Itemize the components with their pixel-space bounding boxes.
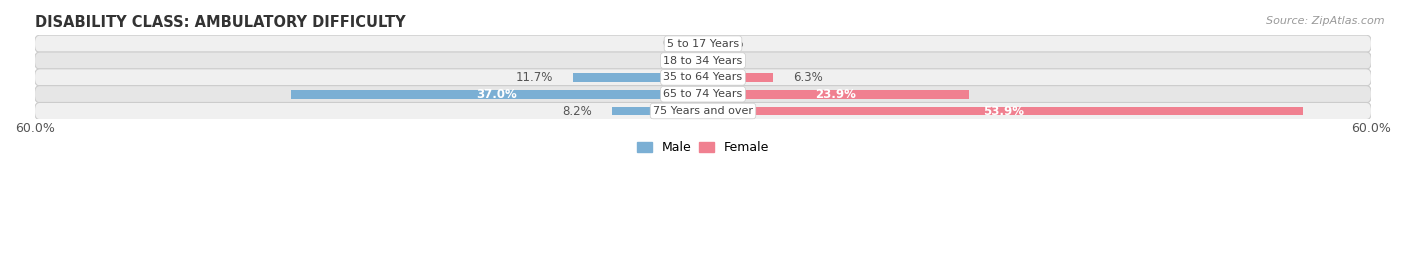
Text: DISABILITY CLASS: AMBULATORY DIFFICULTY: DISABILITY CLASS: AMBULATORY DIFFICULTY [35, 15, 405, 30]
Text: 65 to 74 Years: 65 to 74 Years [664, 89, 742, 99]
Bar [703, 90, 969, 98]
Text: 0.0%: 0.0% [662, 54, 692, 67]
Bar [703, 73, 773, 82]
FancyBboxPatch shape [35, 69, 1371, 86]
Text: 18 to 34 Years: 18 to 34 Years [664, 56, 742, 66]
Text: 0.0%: 0.0% [662, 37, 692, 50]
Text: 11.7%: 11.7% [516, 71, 553, 84]
Legend: Male, Female: Male, Female [631, 136, 775, 160]
Bar [703, 107, 1303, 115]
Bar [572, 73, 703, 82]
Text: 6.3%: 6.3% [793, 71, 823, 84]
Text: 37.0%: 37.0% [477, 88, 517, 101]
Text: 0.0%: 0.0% [714, 37, 744, 50]
Text: 35 to 64 Years: 35 to 64 Years [664, 72, 742, 82]
FancyBboxPatch shape [35, 52, 1371, 69]
Text: 5 to 17 Years: 5 to 17 Years [666, 39, 740, 49]
Text: 8.2%: 8.2% [562, 105, 592, 118]
Text: 53.9%: 53.9% [983, 105, 1024, 118]
Text: 0.0%: 0.0% [714, 54, 744, 67]
FancyBboxPatch shape [35, 86, 1371, 103]
Text: 75 Years and over: 75 Years and over [652, 106, 754, 116]
Text: Source: ZipAtlas.com: Source: ZipAtlas.com [1267, 16, 1385, 26]
Bar [612, 107, 703, 115]
Text: 23.9%: 23.9% [815, 88, 856, 101]
FancyBboxPatch shape [35, 102, 1371, 120]
Bar [291, 90, 703, 98]
FancyBboxPatch shape [35, 35, 1371, 52]
